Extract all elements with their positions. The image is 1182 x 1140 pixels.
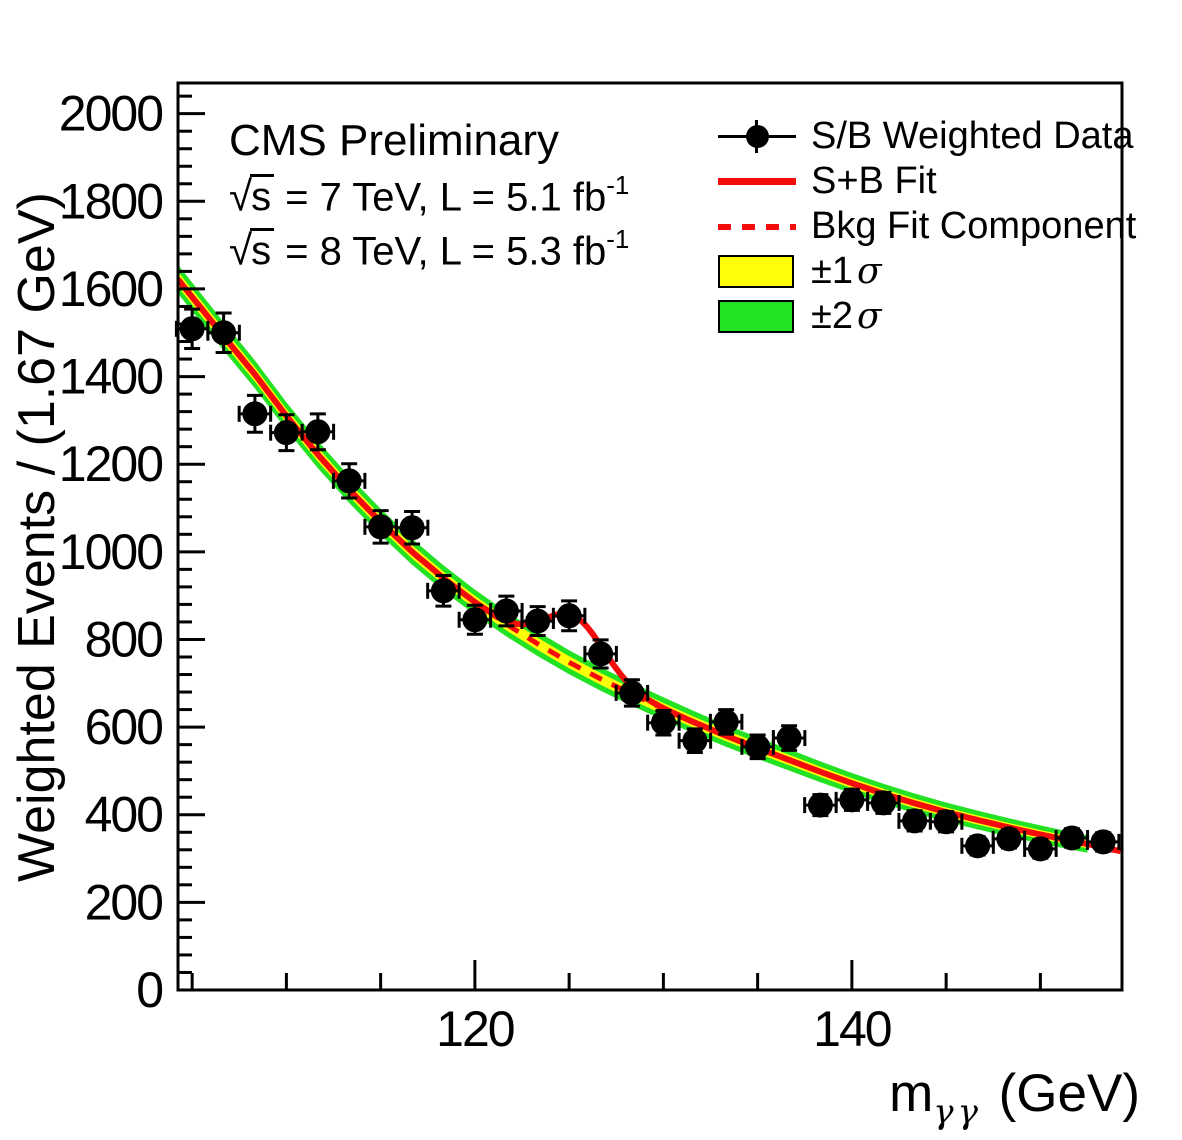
data-point: [489, 594, 524, 628]
axes: [176, 81, 1124, 992]
data-point: [237, 393, 273, 434]
data-point-icon: [746, 125, 769, 148]
data-point: [708, 708, 744, 736]
y-tick-label: 400: [85, 787, 163, 843]
data-point: [866, 790, 901, 816]
legend-item-2sigma: ±2 σ: [718, 294, 1136, 339]
legend-label-text: ±1: [811, 250, 853, 292]
x-title-main: m: [889, 1064, 934, 1123]
band-1sigma-symbol: [718, 249, 796, 294]
data-point: [331, 462, 367, 500]
y-tick-label: 200: [85, 874, 163, 930]
data-point: [426, 573, 461, 608]
superscript: -1: [606, 224, 630, 254]
legend-label: ±1 σ: [811, 250, 882, 293]
legend: S/B Weighted Data S+B Fit Bkg Fit Compon…: [718, 114, 1136, 339]
data-point: [771, 724, 807, 752]
x-tick-label: 140: [813, 1001, 891, 1057]
band-2sigma-swatch: [718, 300, 794, 333]
data-point: [646, 708, 681, 737]
x-title-subscript: γγ: [933, 1092, 982, 1132]
sqrt-arg: s: [250, 174, 275, 217]
y-tick-label: 1200: [59, 436, 162, 492]
sqrt-symbol: √: [229, 226, 253, 274]
x-axis-title: mγγ (GeV): [540, 1063, 1140, 1132]
y-tick-label: 0: [136, 962, 162, 1018]
data-point: [1054, 825, 1090, 851]
data-point: [677, 727, 713, 755]
dashed-line-symbol: [718, 204, 796, 249]
experiment-label: CMS Preliminary: [229, 116, 560, 165]
y-axis-title: Weighted Events / (1.67 GeV): [8, 192, 66, 882]
fit-line-swatch: [718, 178, 796, 185]
y-tick-label: 600: [85, 699, 163, 755]
bkg-fit-line: [178, 277, 1088, 847]
energy-text: = 8 TeV, L = 5.3 fb: [274, 229, 607, 274]
legend-item-1sigma: ±1 σ: [718, 249, 1136, 294]
legend-label: Bkg Fit Component: [811, 205, 1137, 247]
energy-line-7tev: √s = 7 TeV, L = 5.1 fb-1: [229, 170, 630, 220]
band-2sigma-symbol: [718, 294, 796, 339]
data-points: [174, 307, 1121, 862]
data-point: [551, 599, 587, 633]
band-1sigma-swatch: [718, 255, 794, 288]
data-point: [520, 605, 555, 638]
legend-label: S+B Fit: [811, 160, 937, 202]
data-point: [960, 833, 995, 859]
sigma-glyph: σ: [857, 296, 882, 337]
data-point: [928, 809, 964, 835]
y-tick-label: 1000: [59, 524, 162, 580]
data-point: [1085, 829, 1121, 855]
legend-label: S/B Weighted Data: [811, 115, 1134, 157]
y-tick-label: 1800: [59, 173, 162, 229]
x-title-unit: (GeV): [983, 1064, 1140, 1123]
bkg-line-swatch: [718, 224, 796, 230]
data-point: [1023, 836, 1058, 862]
y-tick-label: 1600: [59, 261, 162, 317]
data-point: [300, 412, 336, 452]
data-point: [394, 510, 430, 546]
legend-item-data: S/B Weighted Data: [718, 114, 1136, 159]
sqrt-symbol: √: [229, 172, 253, 220]
data-point: [991, 826, 1027, 852]
y-tick-label: 2000: [59, 86, 162, 142]
legend-item-sb-fit: S+B Fit: [718, 159, 1136, 204]
tick-labels: 0 200 400 600 800 1000 1200 1400 1600 1800 2000 120…: [59, 86, 893, 1057]
band-2sigma: [178, 264, 1088, 853]
x-tick-label: 120: [436, 1001, 514, 1057]
y-tick-label: 800: [85, 611, 163, 667]
legend-label: ±2 σ: [811, 295, 882, 338]
data-point: [803, 792, 838, 818]
superscript: -1: [606, 170, 630, 200]
legend-label-text: ±2: [811, 295, 853, 337]
energy-text: = 7 TeV, L = 5.1 fb: [274, 175, 607, 220]
data-marker-symbol: [718, 114, 796, 159]
band-1sigma: [178, 271, 1088, 849]
legend-item-bkg-fit: Bkg Fit Component: [718, 204, 1136, 249]
solid-line-symbol: [718, 159, 796, 204]
data-point: [206, 311, 241, 354]
data-point: [583, 638, 618, 670]
energy-line-8tev: √s = 8 TeV, L = 5.3 fb-1: [229, 224, 630, 274]
y-tick-label: 1400: [59, 349, 162, 405]
s-plus-b-fit-line: [178, 277, 1122, 855]
data-point: [614, 678, 650, 708]
sqrt-arg: s: [250, 228, 275, 271]
sigma-glyph: σ: [857, 251, 882, 292]
